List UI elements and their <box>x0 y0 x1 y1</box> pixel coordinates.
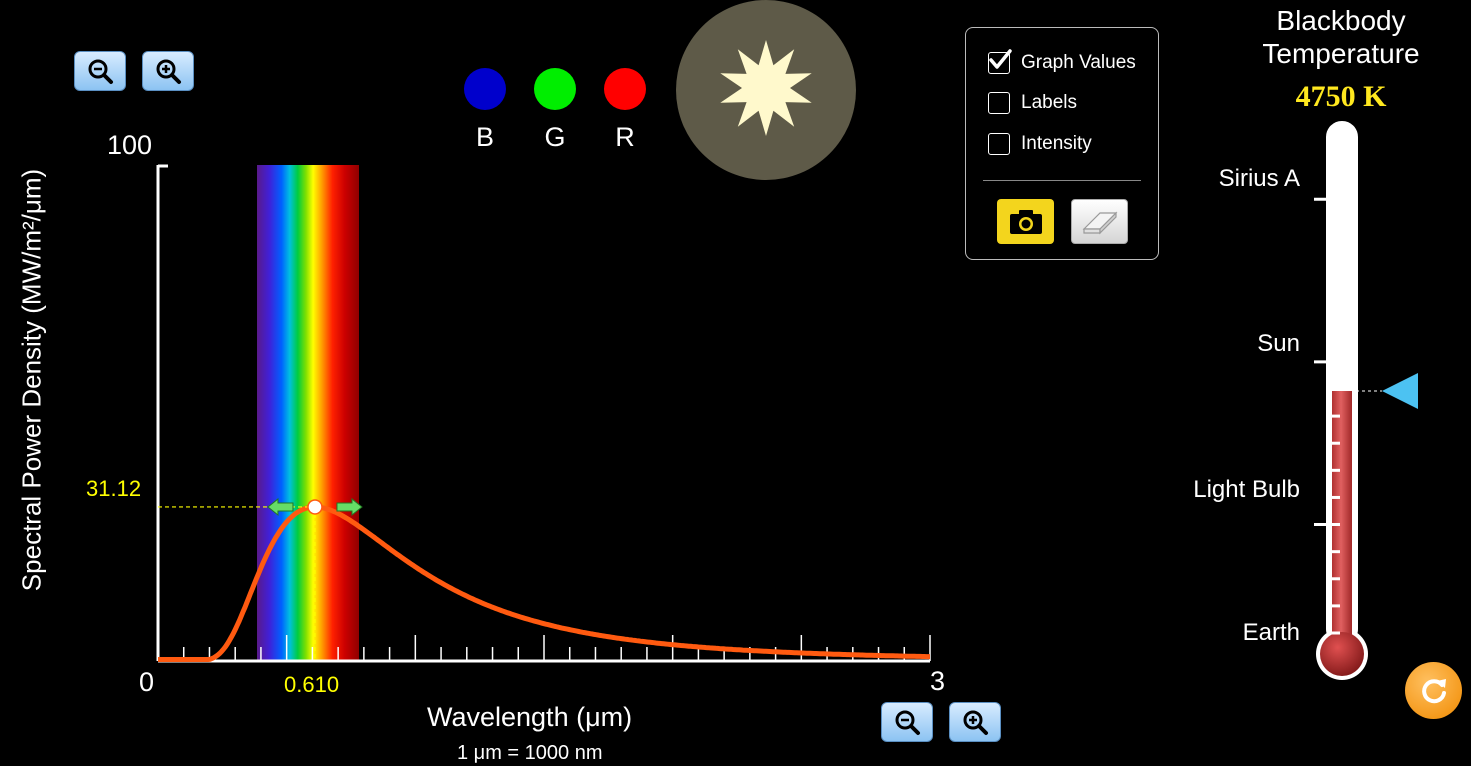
intensity-checkbox[interactable] <box>988 133 1010 155</box>
zoom-in-icon <box>963 710 988 735</box>
peak-marker[interactable] <box>307 499 323 515</box>
x-axis-label: Wavelength (μm) <box>427 702 633 732</box>
labels-checkbox[interactable] <box>988 92 1010 114</box>
labels-label: Labels <box>1021 92 1077 113</box>
peak-wavelength-label: 0.610 <box>284 672 340 697</box>
peak-drag-arrow-left[interactable] <box>267 497 294 516</box>
thermometer[interactable] <box>1300 115 1440 695</box>
peak-value-label: 31.12 <box>86 476 142 501</box>
graph-values-label: Graph Values <box>1021 52 1136 73</box>
graph-values-checkbox[interactable] <box>988 49 1012 74</box>
temperature-title-line1: Blackbody <box>1276 5 1406 36</box>
blue-indicator <box>464 68 506 110</box>
snapshot-button[interactable] <box>997 199 1054 244</box>
green-indicator <box>534 68 576 110</box>
panel-divider <box>983 180 1141 181</box>
graph-values-option[interactable]: Graph Values <box>988 49 1136 74</box>
green-label: G <box>544 122 566 152</box>
blue-label: B <box>475 122 494 152</box>
earth-marker-label: Earth <box>1242 619 1300 646</box>
red-indicator <box>604 68 646 110</box>
x-unit-note: 1 μm = 1000 nm <box>457 742 603 764</box>
red-label: R <box>615 122 635 152</box>
y-axis-label: Spectral Power Density (MW/m²/μm) <box>16 168 47 592</box>
temperature-title-line2: Temperature <box>1262 38 1420 69</box>
intensity-label: Intensity <box>1021 133 1092 154</box>
x-max-label: 3 <box>930 666 946 696</box>
y-max-label: 100 <box>107 130 153 160</box>
x-zoom-in-button[interactable] <box>949 702 1001 742</box>
zoom-out-icon <box>88 59 113 84</box>
origin-label: 0 <box>139 667 155 697</box>
y-zoom-in-button[interactable] <box>142 51 194 91</box>
eraser-icon <box>1082 211 1117 234</box>
erase-button[interactable] <box>1071 199 1128 244</box>
reset-button[interactable] <box>1405 662 1462 719</box>
temperature-title: Blackbody Temperature <box>1226 4 1456 70</box>
star-view <box>676 0 856 180</box>
thermometer-bulb <box>1320 632 1364 676</box>
sirius-a-marker-label: Sirius A <box>1218 165 1300 192</box>
x-zoom-out-button[interactable] <box>881 702 933 742</box>
reset-icon <box>1421 678 1446 703</box>
checkmark-icon <box>989 49 1012 69</box>
peak-drag-arrow-right[interactable] <box>336 497 363 516</box>
sun-marker-label: Sun <box>1257 330 1300 357</box>
thermometer-ticks <box>1314 143 1340 635</box>
star-icon <box>720 40 812 136</box>
options-panel: Graph Values Labels Intensity <box>965 27 1159 260</box>
spectrum-graph <box>156 164 931 663</box>
triangle-slider-icon[interactable] <box>1382 373 1418 409</box>
y-zoom-out-button[interactable] <box>74 51 126 91</box>
visible-spectrum-band <box>257 165 359 661</box>
temperature-value: 4750 K <box>1295 80 1387 113</box>
labels-option[interactable]: Labels <box>988 92 1077 114</box>
thermometer-fill <box>1332 391 1352 654</box>
intensity-option[interactable]: Intensity <box>988 133 1092 155</box>
zoom-in-icon <box>156 59 181 84</box>
blackbody-curve <box>158 504 930 662</box>
light-bulb-marker-label: Light Bulb <box>1193 476 1300 503</box>
zoom-out-icon <box>895 710 920 735</box>
peak-drag-arrows[interactable] <box>267 497 363 516</box>
camera-icon <box>1009 209 1042 234</box>
